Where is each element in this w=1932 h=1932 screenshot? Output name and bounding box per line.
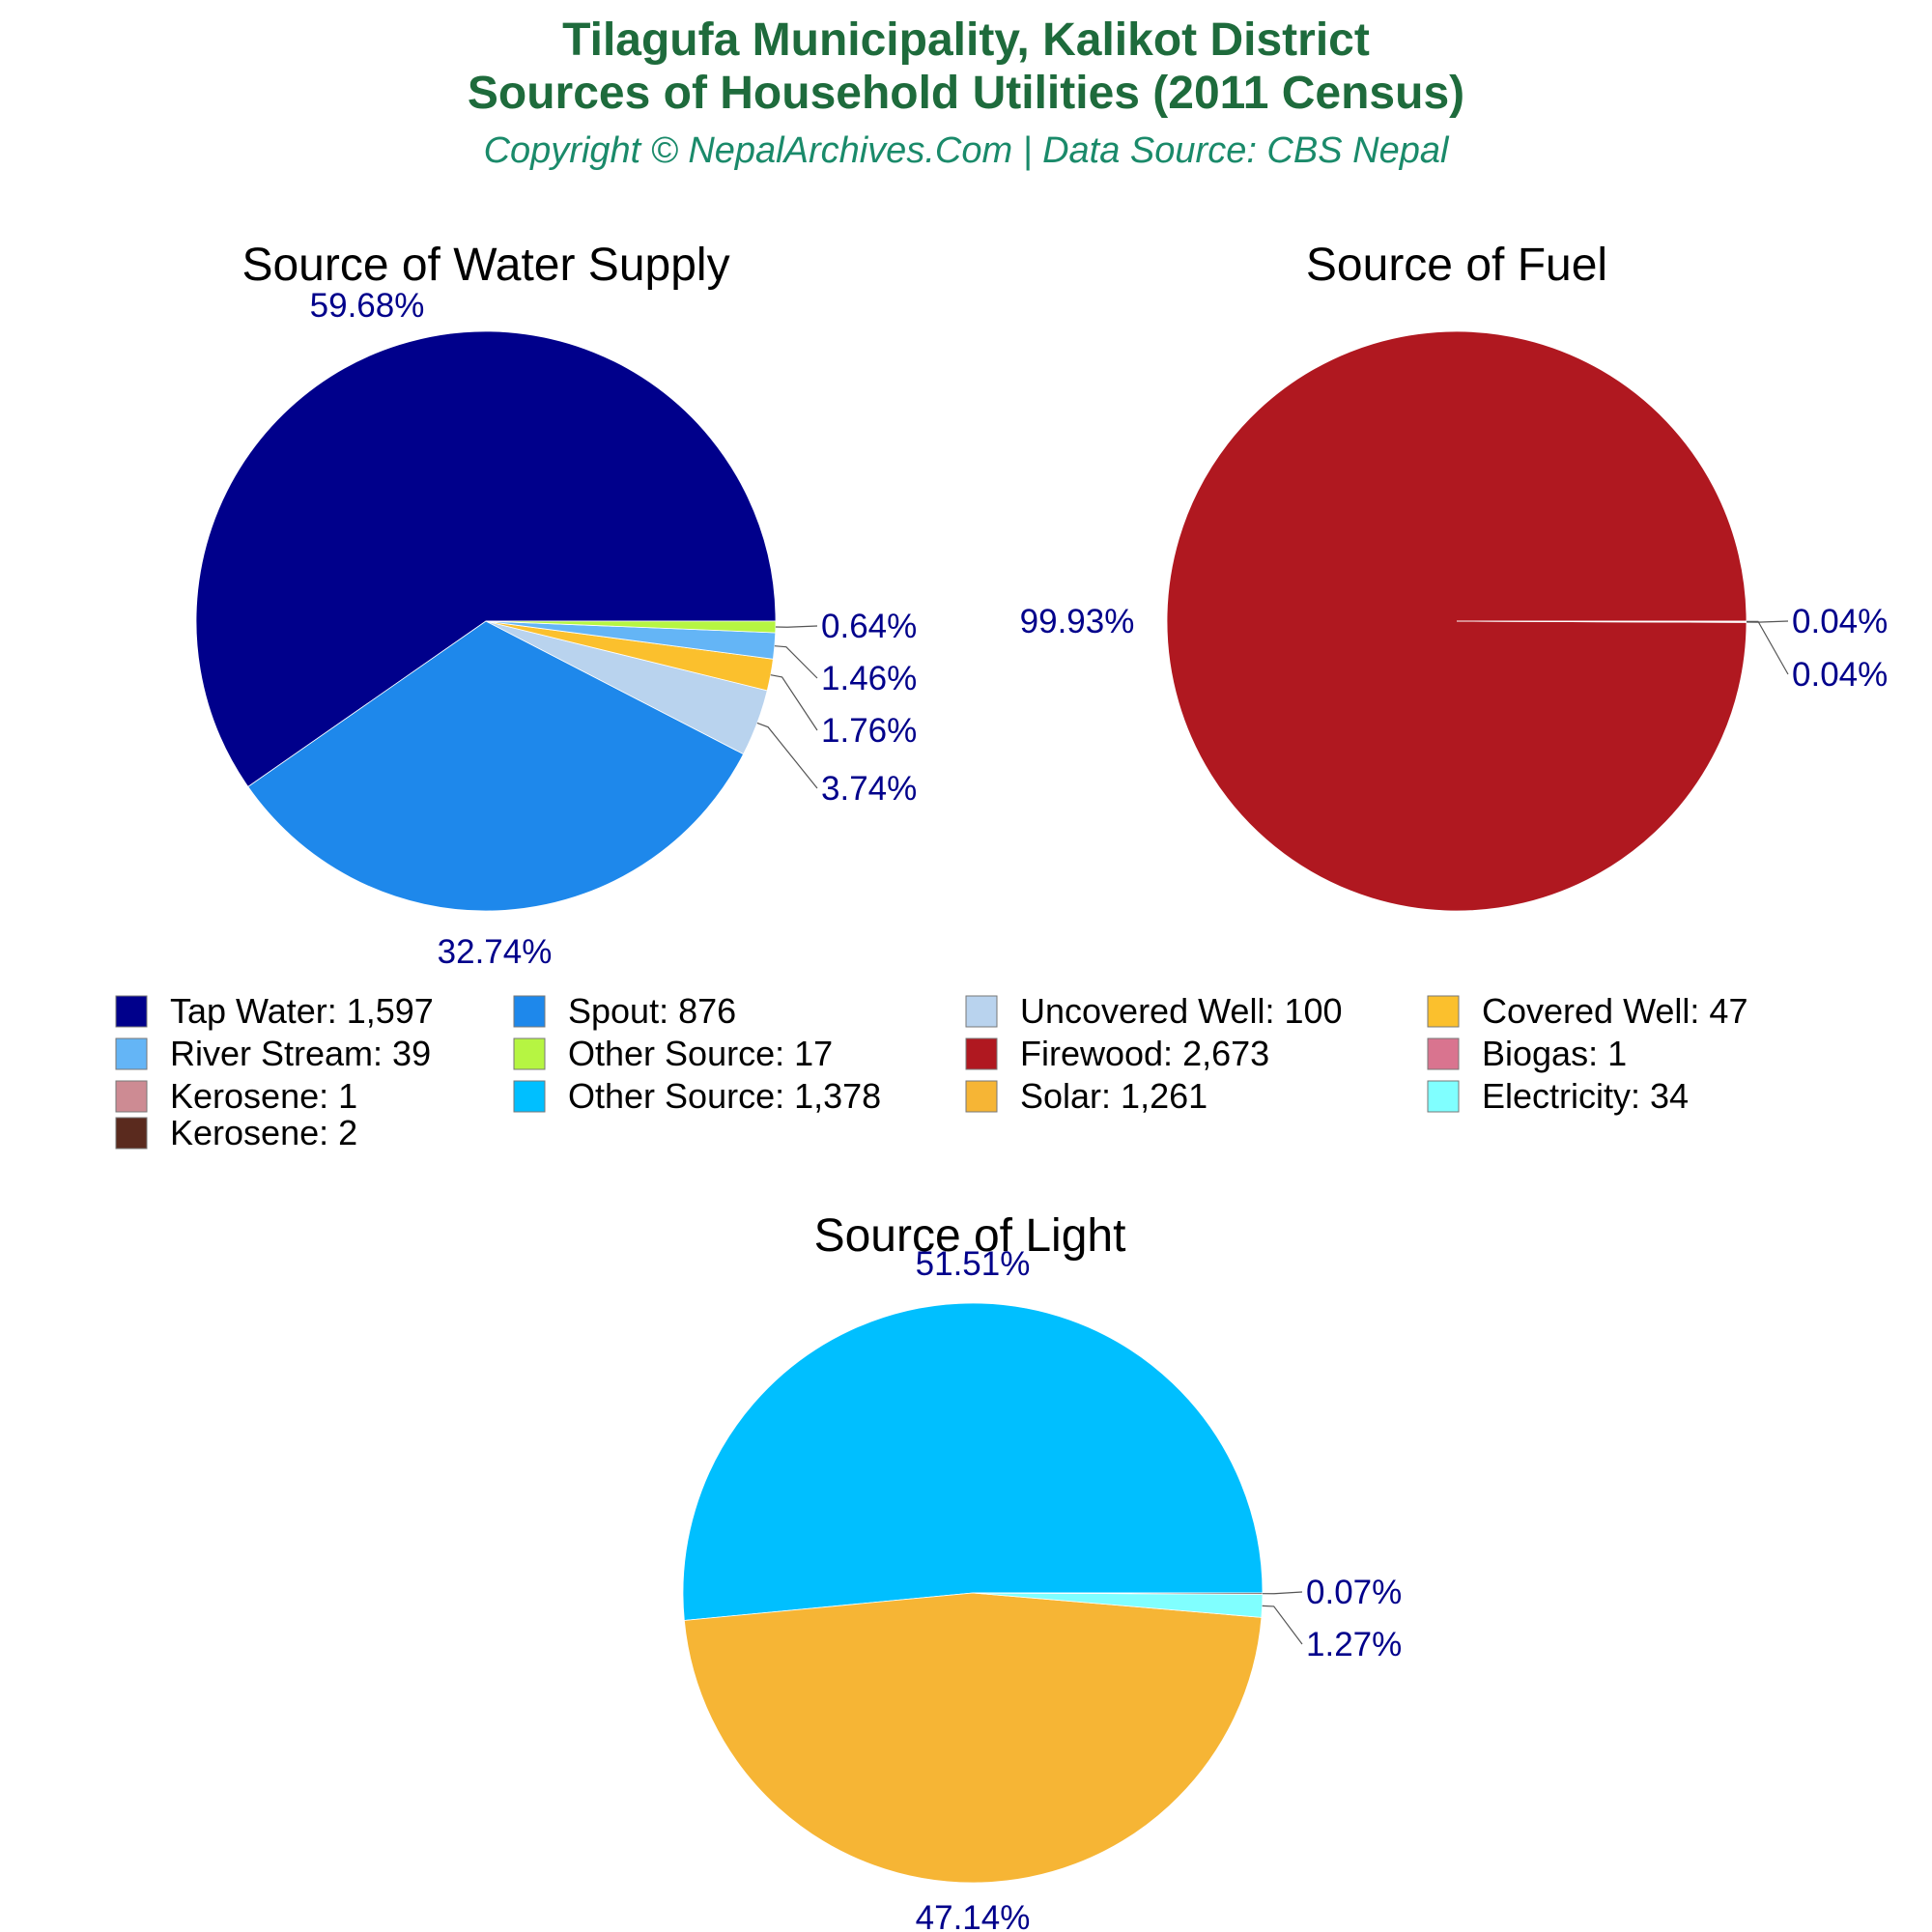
percent-label: 99.93% <box>1020 603 1135 640</box>
legend-label: Kerosene: 2 <box>170 1113 357 1152</box>
legend-label: Solar: 1,261 <box>1020 1076 1208 1116</box>
percent-label: 0.64% <box>821 608 917 645</box>
percent-label: 32.74% <box>438 933 553 971</box>
pie-title: Source of Fuel <box>1306 240 1607 291</box>
percent-label: 1.27% <box>1306 1626 1402 1663</box>
pie-slice-tap-water <box>195 330 777 787</box>
legend: Tap Water: 1,597 Spout: 876 Uncovered Well… <box>115 991 1747 1152</box>
legend-label: Other Source: 17 <box>568 1034 833 1073</box>
percent-label: 1.76% <box>821 712 917 750</box>
percent-label: 0.04% <box>1792 603 1888 640</box>
leader-line <box>756 722 818 789</box>
legend-label: Electricity: 34 <box>1482 1076 1689 1116</box>
legend-swatch <box>1427 1037 1460 1070</box>
legend-swatch <box>1427 1080 1460 1113</box>
legend-swatch <box>965 995 998 1028</box>
chart-title-line2: Sources of Household Utilities (2011 Cen… <box>468 68 1464 119</box>
legend-label: Covered Well: 47 <box>1482 991 1747 1031</box>
legend-swatch <box>1427 995 1460 1028</box>
percent-label: 47.14% <box>916 1899 1031 1932</box>
chart-title-line1: Tilagufa Municipality, Kalikot District <box>562 14 1370 66</box>
pie-slice-other-source <box>682 1302 1264 1621</box>
legend-swatch <box>115 1080 148 1113</box>
legend-label: Firewood: 2,673 <box>1020 1034 1269 1073</box>
percent-label: 51.51% <box>916 1245 1031 1283</box>
legend-swatch <box>115 995 148 1028</box>
percent-label: 59.68% <box>310 287 425 325</box>
leader-line <box>1262 1591 1303 1595</box>
legend-label: Other Source: 1,378 <box>568 1076 881 1116</box>
percent-label: 1.46% <box>821 660 917 697</box>
legend-label: Spout: 876 <box>568 991 736 1031</box>
leader-line <box>770 674 818 731</box>
legend-swatch <box>513 995 546 1028</box>
pie-title: Source of Light <box>814 1210 1126 1262</box>
legend-label: River Stream: 39 <box>170 1034 431 1073</box>
legend-label: Kerosene: 1 <box>170 1076 357 1116</box>
legend-swatch <box>513 1080 546 1113</box>
chart-subtitle: Copyright © NepalArchives.Com | Data Sou… <box>484 130 1450 171</box>
legend-swatch <box>965 1080 998 1113</box>
percent-label: 0.04% <box>1792 656 1888 694</box>
legend-label: Biogas: 1 <box>1482 1034 1627 1073</box>
pie-slice-other-source <box>485 620 777 634</box>
percent-label: 3.74% <box>821 770 917 808</box>
pie-slice-spout <box>247 620 745 912</box>
leader-line <box>1262 1605 1303 1645</box>
legend-swatch <box>115 1037 148 1070</box>
percent-label: 0.07% <box>1306 1574 1402 1611</box>
leader-line <box>774 645 818 679</box>
leader-line <box>1746 620 1789 675</box>
legend-swatch <box>965 1037 998 1070</box>
fuel-pie: Source of Fuel 99.93% 0.04% 0.04% <box>1020 240 1888 913</box>
leader-line <box>775 625 818 628</box>
legend-label: Uncovered Well: 100 <box>1020 991 1343 1031</box>
legend-label: Tap Water: 1,597 <box>170 991 434 1031</box>
legend-swatch <box>115 1117 148 1150</box>
pie-title: Source of Water Supply <box>242 240 729 291</box>
pie-slice-solar <box>683 1592 1263 1884</box>
legend-swatch <box>513 1037 546 1070</box>
